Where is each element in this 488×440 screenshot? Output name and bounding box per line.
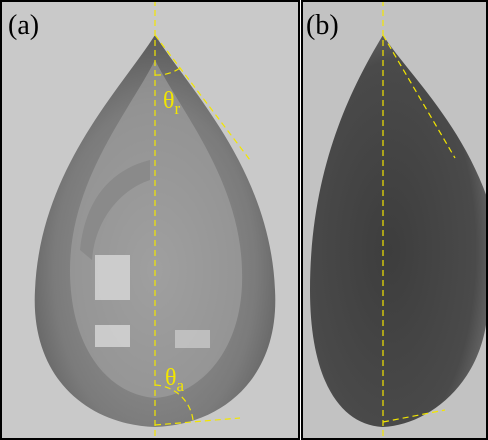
shape: a — [177, 376, 185, 395]
shape — [95, 255, 130, 300]
guide-line — [154, 417, 241, 426]
guide-line — [382, 409, 446, 423]
shape — [154, 67, 181, 76]
shape — [95, 325, 130, 347]
angle-label: θr — [163, 88, 181, 118]
panel-a: (a) θr θa — [1, 1, 299, 439]
panel-label: (a) — [8, 10, 39, 41]
panel-b: (b) — [302, 1, 487, 439]
shape: θ — [163, 88, 175, 114]
panel-label: (b) — [306, 10, 339, 41]
guide-line — [382, 34, 456, 159]
shape: r — [175, 99, 181, 118]
guide-line — [154, 34, 251, 161]
shape: θ — [165, 365, 177, 391]
shape — [70, 60, 243, 398]
angle-label: θa — [165, 365, 185, 395]
shape — [154, 384, 194, 421]
shape — [175, 330, 210, 348]
shape — [80, 160, 150, 260]
shape — [301, 0, 488, 440]
droplet — [310, 35, 487, 427]
shape — [0, 0, 300, 440]
